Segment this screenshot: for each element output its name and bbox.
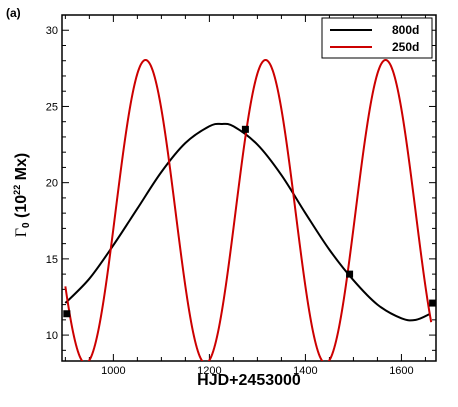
legend-label-800d: 800d: [392, 23, 419, 37]
series-line-800d: [64, 122, 431, 322]
panel-label: (a): [6, 6, 21, 20]
y-tick-label: 10: [46, 330, 58, 342]
y-axis-superscript: 22: [12, 184, 22, 195]
series-line-250d: [64, 59, 433, 361]
plot-frame: [61, 14, 437, 362]
legend-box: [321, 17, 433, 59]
x-tick-label: 1600: [389, 365, 413, 377]
x-axis-label: HJD+2453000: [197, 372, 301, 389]
y-tick-label: 25: [46, 101, 58, 113]
data-marker: [346, 270, 354, 278]
y-axis-label: Γ0 (1022 Mx): [12, 153, 32, 237]
series-layer: [64, 59, 433, 361]
y-axis-prefix: (10: [13, 194, 30, 223]
legend-label-250d: 250d: [392, 40, 419, 54]
y-tick-label: 15: [46, 254, 58, 266]
x-tick-label: 1400: [293, 365, 317, 377]
data-marker: [429, 299, 437, 307]
y-tick-label: 30: [46, 25, 58, 37]
y-axis-unit: Mx): [13, 152, 30, 185]
x-tick-label: 1000: [101, 365, 125, 377]
y-tick-label: 20: [46, 178, 58, 190]
data-marker: [63, 310, 71, 318]
data-marker: [241, 125, 249, 133]
axes: 1000 1200 1400 1600 10 15 20 25 30: [46, 14, 436, 377]
x-tick-label: 1200: [197, 365, 221, 377]
legend: 800d 250d: [321, 17, 433, 59]
y-axis-symbol: Γ: [13, 227, 30, 238]
marker-layer: [63, 125, 437, 318]
y-axis-subscript: 0: [21, 222, 32, 228]
